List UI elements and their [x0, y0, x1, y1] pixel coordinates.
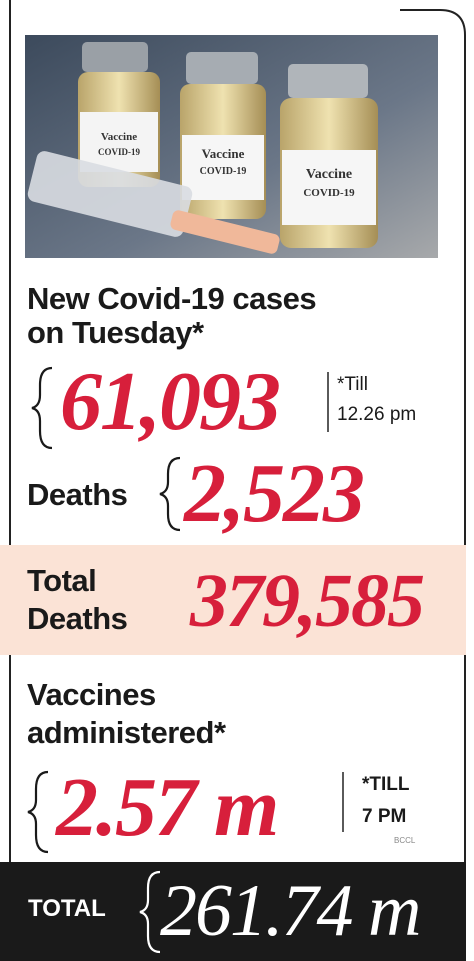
note: 7 PM	[362, 806, 407, 827]
frame	[9, 0, 466, 961]
highlight-band	[0, 545, 466, 655]
brace	[27, 770, 49, 854]
note: *TILL	[362, 774, 410, 795]
value: 2,523	[184, 447, 365, 540]
vial-label: COVID-19	[303, 187, 355, 199]
value: 61,093	[60, 355, 281, 448]
value: 2.57 m	[56, 761, 279, 854]
heading: New Covid-19 cases	[27, 281, 317, 316]
total-value: 261.74 m	[160, 870, 421, 952]
vial-label: COVID-19	[200, 166, 247, 177]
brace	[31, 366, 53, 450]
heading: on Tuesday*	[27, 315, 204, 350]
note: 12.26 pm	[337, 404, 417, 425]
heading: Vaccines	[27, 677, 156, 712]
value: 379,585	[190, 559, 425, 643]
vial-label: Vaccine	[202, 146, 245, 161]
heading: Deaths	[27, 477, 128, 512]
heading: Deaths	[27, 601, 128, 636]
heading: Total	[27, 563, 97, 598]
vial-label: COVID-19	[98, 147, 140, 157]
heading: administered*	[27, 715, 226, 750]
total-band	[0, 862, 466, 961]
note: *Till	[337, 374, 368, 395]
vial-label: Vaccine	[306, 167, 352, 182]
vials	[27, 42, 378, 254]
vial-label: Vaccine	[101, 131, 137, 143]
brace	[159, 456, 181, 532]
watermark: BCCL	[394, 836, 416, 845]
total-heading: TOTAL	[28, 895, 106, 922]
brace	[139, 870, 161, 954]
